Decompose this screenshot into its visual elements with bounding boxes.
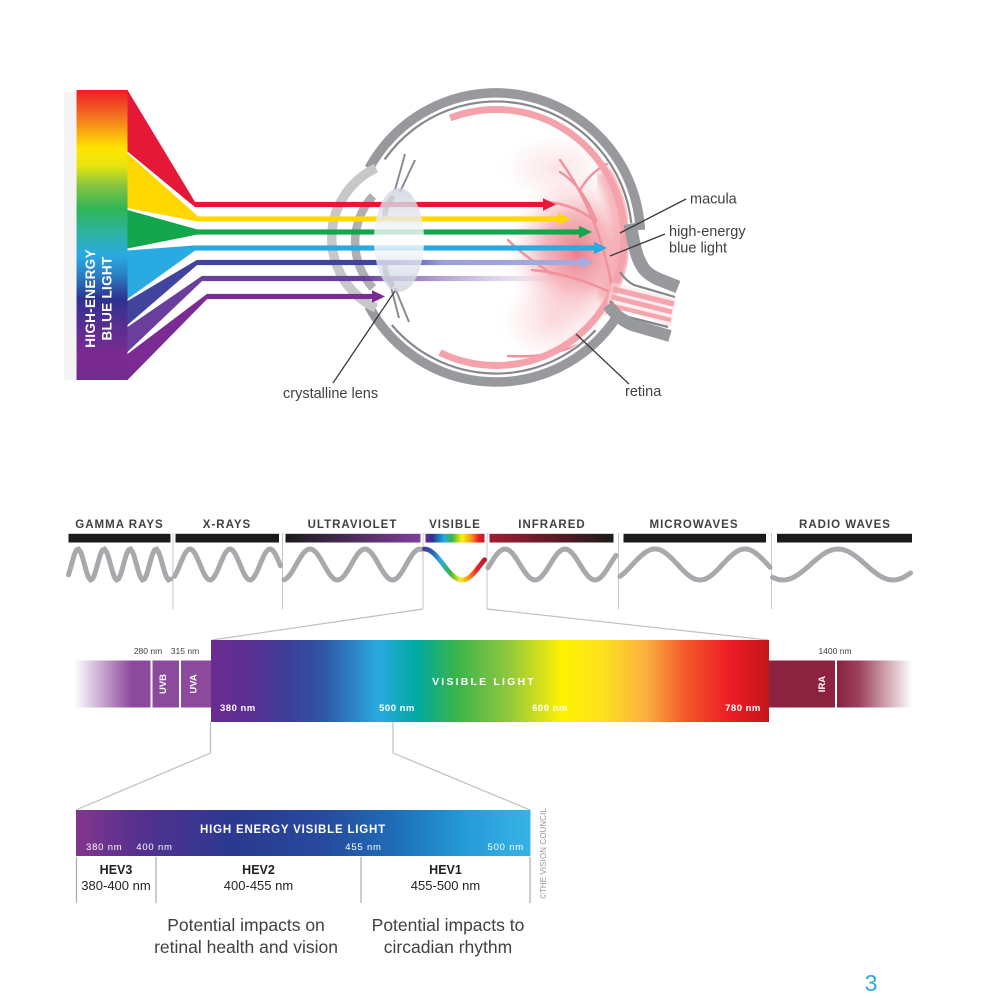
svg-text:©THE VISION COUNCIL: ©THE VISION COUNCIL bbox=[539, 808, 548, 899]
svg-text:HEV3: HEV3 bbox=[100, 863, 133, 877]
svg-text:UVA: UVA bbox=[189, 674, 200, 693]
svg-text:retina: retina bbox=[625, 384, 662, 400]
svg-text:600 nm: 600 nm bbox=[532, 703, 568, 714]
svg-text:3: 3 bbox=[865, 970, 878, 996]
svg-text:high-energy: high-energy bbox=[669, 224, 746, 240]
svg-text:VISIBLE LIGHT: VISIBLE LIGHT bbox=[432, 676, 536, 688]
svg-text:UVB: UVB bbox=[158, 674, 169, 694]
svg-text:VISIBLE: VISIBLE bbox=[429, 519, 481, 531]
svg-text:500 nm: 500 nm bbox=[379, 703, 415, 714]
svg-text:blue light: blue light bbox=[669, 241, 727, 257]
svg-text:1400 nm: 1400 nm bbox=[818, 646, 851, 656]
svg-text:380-400 nm: 380-400 nm bbox=[81, 878, 150, 893]
svg-text:500 nm: 500 nm bbox=[488, 842, 525, 853]
svg-text:780 nm: 780 nm bbox=[725, 703, 761, 714]
svg-text:315 nm: 315 nm bbox=[171, 646, 199, 656]
svg-text:455-500 nm: 455-500 nm bbox=[411, 878, 480, 893]
svg-text:380 nm: 380 nm bbox=[86, 842, 123, 853]
svg-text:380 nm: 380 nm bbox=[220, 703, 256, 714]
svg-text:HIGH-ENERGY: HIGH-ENERGY bbox=[83, 249, 98, 348]
svg-text:HEV2: HEV2 bbox=[242, 863, 275, 877]
svg-text:HEV1: HEV1 bbox=[429, 863, 462, 877]
svg-text:GAMMA RAYS: GAMMA RAYS bbox=[75, 519, 163, 531]
svg-text:BLUE LIGHT: BLUE LIGHT bbox=[100, 256, 115, 340]
svg-text:INFRARED: INFRARED bbox=[518, 519, 585, 531]
svg-text:retinal health and vision: retinal health and vision bbox=[154, 937, 338, 957]
svg-text:280 nm: 280 nm bbox=[134, 646, 162, 656]
svg-text:HIGH ENERGY VISIBLE LIGHT: HIGH ENERGY VISIBLE LIGHT bbox=[200, 824, 386, 836]
svg-text:400 nm: 400 nm bbox=[136, 842, 173, 853]
svg-text:macula: macula bbox=[690, 192, 738, 208]
svg-text:455 nm: 455 nm bbox=[345, 842, 382, 853]
svg-text:Potential impacts to: Potential impacts to bbox=[372, 915, 525, 935]
svg-text:RADIO WAVES: RADIO WAVES bbox=[799, 519, 891, 531]
svg-text:ULTRAVIOLET: ULTRAVIOLET bbox=[308, 519, 398, 531]
svg-text:400-455 nm: 400-455 nm bbox=[224, 878, 293, 893]
svg-text:MICROWAVES: MICROWAVES bbox=[649, 519, 738, 531]
svg-text:IRA: IRA bbox=[817, 676, 828, 693]
svg-text:X-RAYS: X-RAYS bbox=[203, 519, 251, 531]
svg-text:circadian rhythm: circadian rhythm bbox=[384, 937, 512, 957]
svg-text:crystalline lens: crystalline lens bbox=[283, 386, 378, 402]
svg-text:Potential impacts on: Potential impacts on bbox=[167, 915, 325, 935]
